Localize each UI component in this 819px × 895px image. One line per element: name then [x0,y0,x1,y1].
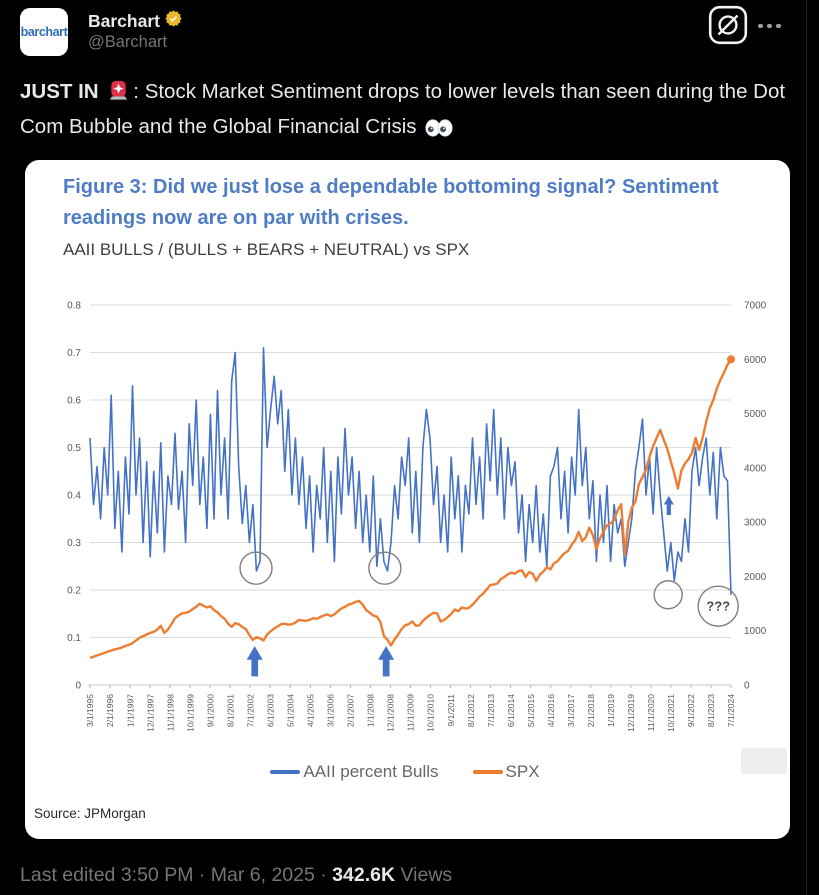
eyes-emoji-icon [425,115,453,146]
ellipsis-icon [758,23,763,29]
svg-text:9/1/2022: 9/1/2022 [686,694,696,727]
legend-item-bulls: AAII percent Bulls [270,762,439,782]
svg-text:0.7: 0.7 [67,348,81,359]
image-watermark [741,748,787,774]
svg-text:7/1/2013: 7/1/2013 [486,694,496,727]
legend-label-spx: SPX [505,762,540,781]
svg-text:6000: 6000 [744,355,767,366]
svg-text:1/1/1997: 1/1/1997 [125,694,135,727]
svg-text:5000: 5000 [744,409,767,420]
column-divider [806,0,807,895]
svg-text:12/1/1997: 12/1/1997 [145,694,155,732]
svg-text:2/1/1996: 2/1/1996 [105,694,115,727]
tweet-text: JUST IN : Stock Market Sentiment drops t… [20,76,798,146]
svg-text:5/1/2004: 5/1/2004 [286,694,296,727]
svg-text:9/1/2011: 9/1/2011 [446,694,456,727]
svg-text:3/1/1995: 3/1/1995 [85,694,95,727]
svg-text:0.5: 0.5 [67,443,81,454]
views-count: 342.6K [332,864,396,886]
svg-text:4000: 4000 [744,463,767,474]
display-name-text: Barchart [88,10,160,31]
svg-text:4/1/2005: 4/1/2005 [306,694,316,727]
svg-text:3000: 3000 [744,518,767,529]
svg-text:1/1/2008: 1/1/2008 [366,694,376,727]
svg-text:0.3: 0.3 [67,538,81,549]
svg-text:6/1/2014: 6/1/2014 [506,694,516,727]
svg-text:10/1/1999: 10/1/1999 [185,694,195,732]
svg-text:10/1/2010: 10/1/2010 [426,694,436,732]
legend-item-spx: SPX [472,762,540,782]
legend-label-bulls: AAII percent Bulls [303,762,439,781]
avatar[interactable]: barchart [20,8,68,56]
legend-swatch-bulls [270,770,301,774]
svg-text:0.2: 0.2 [67,586,81,597]
svg-text:6/1/2003: 6/1/2003 [265,694,275,727]
gold-verified-badge-icon [164,9,183,33]
svg-text:12/1/2008: 12/1/2008 [386,694,396,732]
svg-text:0: 0 [75,681,81,692]
svg-text:11/1/2009: 11/1/2009 [406,694,416,731]
user-handle[interactable]: @Barchart [88,33,168,51]
figure-source: Source: JPMorgan [34,806,146,821]
svg-text:3/1/2017: 3/1/2017 [566,694,576,727]
svg-text:12/1/2019: 12/1/2019 [626,694,636,732]
svg-text:11/1/1998: 11/1/1998 [165,694,175,731]
tweet-image-card[interactable]: Figure 3: Did we just lose a dependable … [25,160,790,839]
svg-text:1000: 1000 [744,626,767,637]
svg-text:7/1/2002: 7/1/2002 [245,694,255,727]
chart-legend: AAII percent Bulls SPX [25,762,785,782]
svg-text:0.6: 0.6 [67,396,81,407]
svg-text:2/1/2018: 2/1/2018 [586,694,596,727]
police-light-emoji-icon [107,79,130,111]
svg-text:7000: 7000 [744,301,767,312]
svg-text:0: 0 [744,681,750,692]
timestamp-text: Last edited 3:50 PM · Mar 6, 2025 · [20,864,327,886]
svg-text:???: ??? [706,599,730,614]
svg-text:2000: 2000 [744,572,767,583]
svg-text:0.8: 0.8 [67,301,81,312]
views-label: Views [400,864,453,886]
svg-text:4/1/2016: 4/1/2016 [546,694,556,727]
svg-text:9/1/2000: 9/1/2000 [205,694,215,727]
sentiment-chart-svg: 0 0.1 0.2 0.3 0.4 0.5 0.6 0.7 0.8 0 1000 2000 3000 40… [67,301,767,732]
svg-text:0.4: 0.4 [67,491,81,502]
figure-title: Figure 3: Did we just lose a dependable … [63,176,719,229]
grok-slash-circle-icon [708,5,748,45]
more-button[interactable] [758,16,792,36]
svg-text:10/1/2021: 10/1/2021 [666,694,676,732]
legend-swatch-spx [472,770,503,774]
svg-text:8/1/2001: 8/1/2001 [225,694,235,727]
svg-text:8/1/2023: 8/1/2023 [706,694,716,727]
figure-subtitle: AAII BULLS / (BULLS + BEARS + NEUTRAL) v… [63,240,470,259]
svg-text:5/1/2015: 5/1/2015 [526,694,536,727]
grok-button[interactable] [708,5,748,45]
svg-text:7/1/2024: 7/1/2024 [726,694,736,727]
tweet-footer: Last edited 3:50 PM · Mar 6, 2025 · 342.… [20,864,452,887]
svg-text:8/1/2012: 8/1/2012 [466,694,476,727]
tweet-body-text: : Stock Market Sentiment drops to lower … [20,80,786,138]
tweet-bold-prefix: JUST IN [20,80,105,103]
svg-text:3/1/2006: 3/1/2006 [326,694,336,727]
svg-text:1/1/2019: 1/1/2019 [606,694,616,727]
svg-text:11/1/2020: 11/1/2020 [646,694,656,731]
svg-text:2/1/2007: 2/1/2007 [346,694,356,727]
avatar-logo-text: barchart [20,25,68,39]
display-name[interactable]: Barchart [88,9,183,33]
svg-text:0.1: 0.1 [67,633,81,644]
